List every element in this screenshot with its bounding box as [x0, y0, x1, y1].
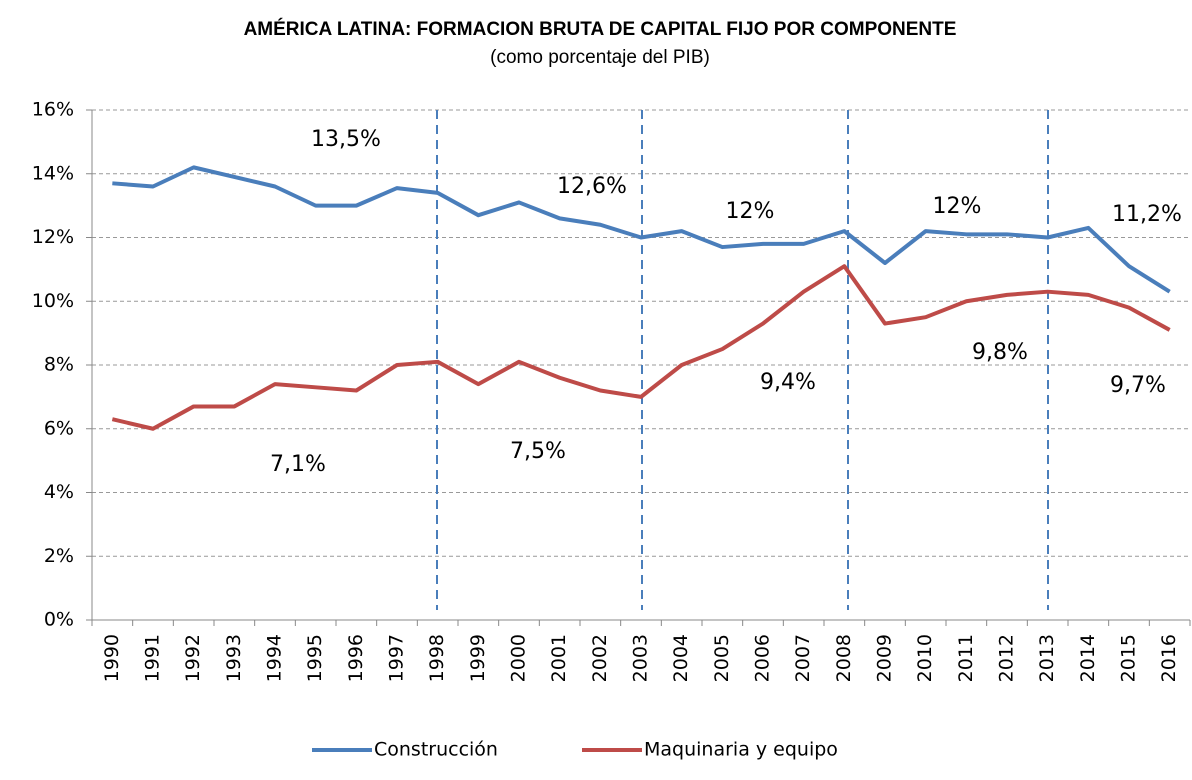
- annotation: 12%: [726, 199, 775, 224]
- x-tick-label: 2014: [1077, 634, 1099, 682]
- legend-label: Construcción: [374, 739, 498, 761]
- series-line: [112, 165, 1171, 294]
- x-tick-label: 2006: [752, 634, 774, 682]
- x-tick-label: 1999: [467, 634, 489, 682]
- annotation: 12,6%: [557, 174, 627, 199]
- annotation: 9,8%: [972, 340, 1028, 365]
- chart-subtitle: (como porcentaje del PIB): [490, 47, 710, 68]
- x-tick-label: 2011: [955, 634, 977, 682]
- annotation: 7,1%: [270, 452, 326, 477]
- chart-title: AMÉRICA LATINA: FORMACION BRUTA DE CAPIT…: [244, 18, 957, 40]
- y-tick-label: 2%: [44, 545, 74, 567]
- x-tick-label: 2003: [630, 634, 652, 682]
- y-tick-label: 10%: [32, 290, 74, 312]
- x-tick-label: 2002: [589, 634, 611, 682]
- x-tick-label: 1995: [304, 634, 326, 682]
- x-tick-label: 2007: [792, 634, 814, 682]
- y-tick-label: 16%: [32, 99, 74, 121]
- series-line: [111, 264, 1171, 431]
- x-tick-label: 2016: [1158, 634, 1180, 682]
- x-tick-label: 2001: [548, 634, 570, 682]
- x-tick-label: 2015: [1118, 634, 1140, 682]
- annotation: 12%: [933, 194, 982, 219]
- x-tick-label: 2005: [711, 634, 733, 682]
- x-tick-label: 2004: [670, 634, 692, 682]
- y-tick-label: 8%: [44, 354, 74, 376]
- x-tick-label: 2010: [914, 634, 936, 682]
- x-tick-label: 1993: [223, 634, 245, 682]
- x-tick-label: 1994: [264, 634, 286, 682]
- annotation: 11,2%: [1112, 202, 1182, 227]
- x-tick-label: 2012: [996, 634, 1018, 682]
- x-tick-label: 2009: [874, 634, 896, 682]
- period-dividers: [436, 110, 1049, 610]
- x-tick-label: 2008: [833, 634, 855, 682]
- x-tick-label: 2013: [1036, 634, 1058, 682]
- annotation: 9,7%: [1110, 373, 1166, 398]
- x-tick-label: 2000: [508, 634, 530, 682]
- x-tick-label: 1992: [182, 634, 204, 682]
- y-tick-label: 0%: [44, 609, 74, 631]
- y-tick-label: 6%: [44, 417, 74, 439]
- x-tick-label: 1990: [101, 634, 123, 682]
- x-tick-label: 1991: [142, 634, 164, 682]
- annotation: 9,4%: [760, 370, 816, 395]
- annotation: 7,5%: [510, 439, 566, 464]
- annotation: 13,5%: [311, 127, 381, 152]
- x-tick-label: 1996: [345, 634, 367, 682]
- y-tick-label: 4%: [44, 481, 74, 503]
- y-tick-label: 12%: [32, 226, 74, 248]
- y-tick-label: 14%: [32, 162, 74, 184]
- legend-label: Maquinaria y equipo: [644, 739, 838, 761]
- x-tick-label: 1997: [386, 634, 408, 682]
- x-tick-label: 1998: [426, 634, 448, 682]
